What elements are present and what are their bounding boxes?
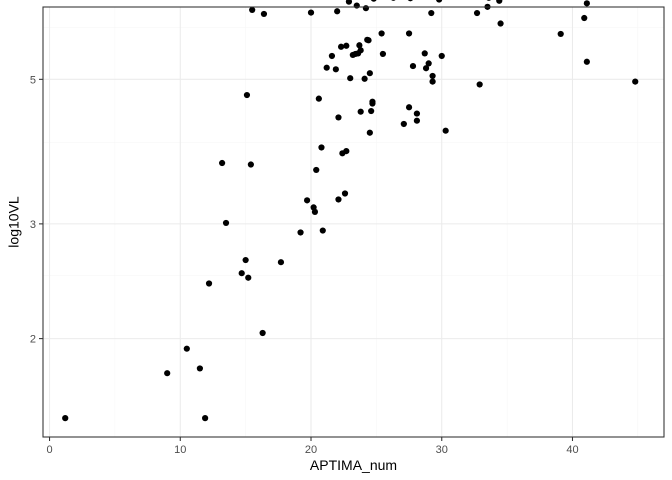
data-point: [557, 30, 564, 38]
data-point: [307, 9, 315, 16]
data-points: [62, 0, 639, 422]
y-tick-label: 5: [30, 74, 36, 86]
data-point: [632, 78, 639, 85]
data-point: [496, 0, 503, 4]
data-point: [62, 415, 69, 422]
x-tick-label: 40: [566, 444, 578, 456]
data-point: [429, 72, 436, 80]
y-axis-title: log10VL: [6, 196, 22, 248]
data-point: [422, 65, 430, 72]
data-point: [409, 62, 417, 70]
data-point: [341, 190, 349, 197]
data-point: [421, 50, 428, 57]
data-point: [311, 208, 319, 215]
data-point: [205, 280, 213, 287]
data-point: [277, 259, 285, 266]
axes: 0 10 20 30 40 2 3 5: [30, 74, 579, 456]
data-point: [429, 78, 436, 85]
data-point: [343, 42, 350, 49]
data-point: [370, 0, 377, 2]
data-point: [243, 91, 251, 99]
data-point: [219, 159, 226, 167]
data-point: [356, 42, 363, 49]
data-point: [319, 227, 326, 234]
data-point: [357, 47, 364, 54]
x-tick-label: 0: [46, 444, 52, 456]
data-point: [583, 58, 590, 65]
data-point: [335, 196, 342, 203]
data-point: [442, 127, 449, 134]
y-tick-label: 3: [30, 219, 36, 231]
data-point: [242, 256, 249, 264]
panel-background: [43, 7, 664, 437]
data-point: [332, 66, 339, 73]
data-point: [222, 219, 230, 227]
data-point: [323, 64, 330, 71]
data-point: [366, 70, 373, 77]
data-point: [297, 229, 304, 236]
data-point: [335, 114, 342, 121]
data-point: [405, 104, 413, 111]
data-point: [202, 415, 209, 422]
x-tick-label: 10: [174, 444, 186, 456]
data-point: [378, 30, 385, 37]
data-point: [347, 75, 354, 82]
data-point: [345, 0, 353, 5]
panel-border: [42, 6, 665, 438]
data-point: [353, 2, 360, 9]
data-point: [315, 95, 322, 102]
data-point: [328, 52, 336, 60]
data-point: [164, 370, 171, 377]
data-point: [183, 345, 190, 352]
data-point: [405, 30, 413, 37]
data-point: [318, 144, 325, 151]
data-point: [486, 0, 491, 1]
data-point: [303, 197, 311, 204]
data-point: [583, 0, 590, 7]
data-point: [473, 9, 481, 17]
data-point: [428, 9, 435, 17]
x-axis-title: APTIMA_num: [310, 457, 397, 473]
data-point: [497, 20, 504, 27]
data-point: [476, 81, 483, 88]
data-point: [357, 108, 364, 115]
data-point: [379, 50, 387, 58]
data-point: [238, 270, 245, 277]
data-point: [369, 100, 376, 107]
x-tick-label: 30: [436, 444, 448, 456]
data-point: [249, 6, 256, 14]
data-point: [362, 5, 370, 12]
data-point: [337, 43, 345, 50]
data-point: [425, 60, 432, 67]
data-point: [343, 147, 350, 155]
y-tick-label: 2: [30, 334, 36, 346]
data-point: [436, 0, 443, 3]
data-point: [334, 8, 341, 15]
data-point: [196, 365, 203, 372]
plot-panel: [43, 7, 664, 437]
data-point: [259, 329, 266, 337]
data-point: [366, 129, 373, 136]
data-point: [413, 117, 421, 124]
data-point: [247, 161, 254, 168]
data-point: [260, 10, 268, 18]
data-point: [581, 14, 588, 22]
data-point: [400, 120, 407, 128]
data-point: [245, 274, 252, 281]
data-point: [438, 52, 445, 60]
data-point: [391, 0, 396, 1]
x-tick-label: 20: [305, 444, 317, 456]
data-point: [365, 37, 372, 44]
data-point: [413, 110, 421, 117]
data-point: [313, 166, 320, 174]
data-point: [361, 75, 368, 82]
data-point: [368, 107, 375, 115]
data-point: [407, 0, 413, 2]
